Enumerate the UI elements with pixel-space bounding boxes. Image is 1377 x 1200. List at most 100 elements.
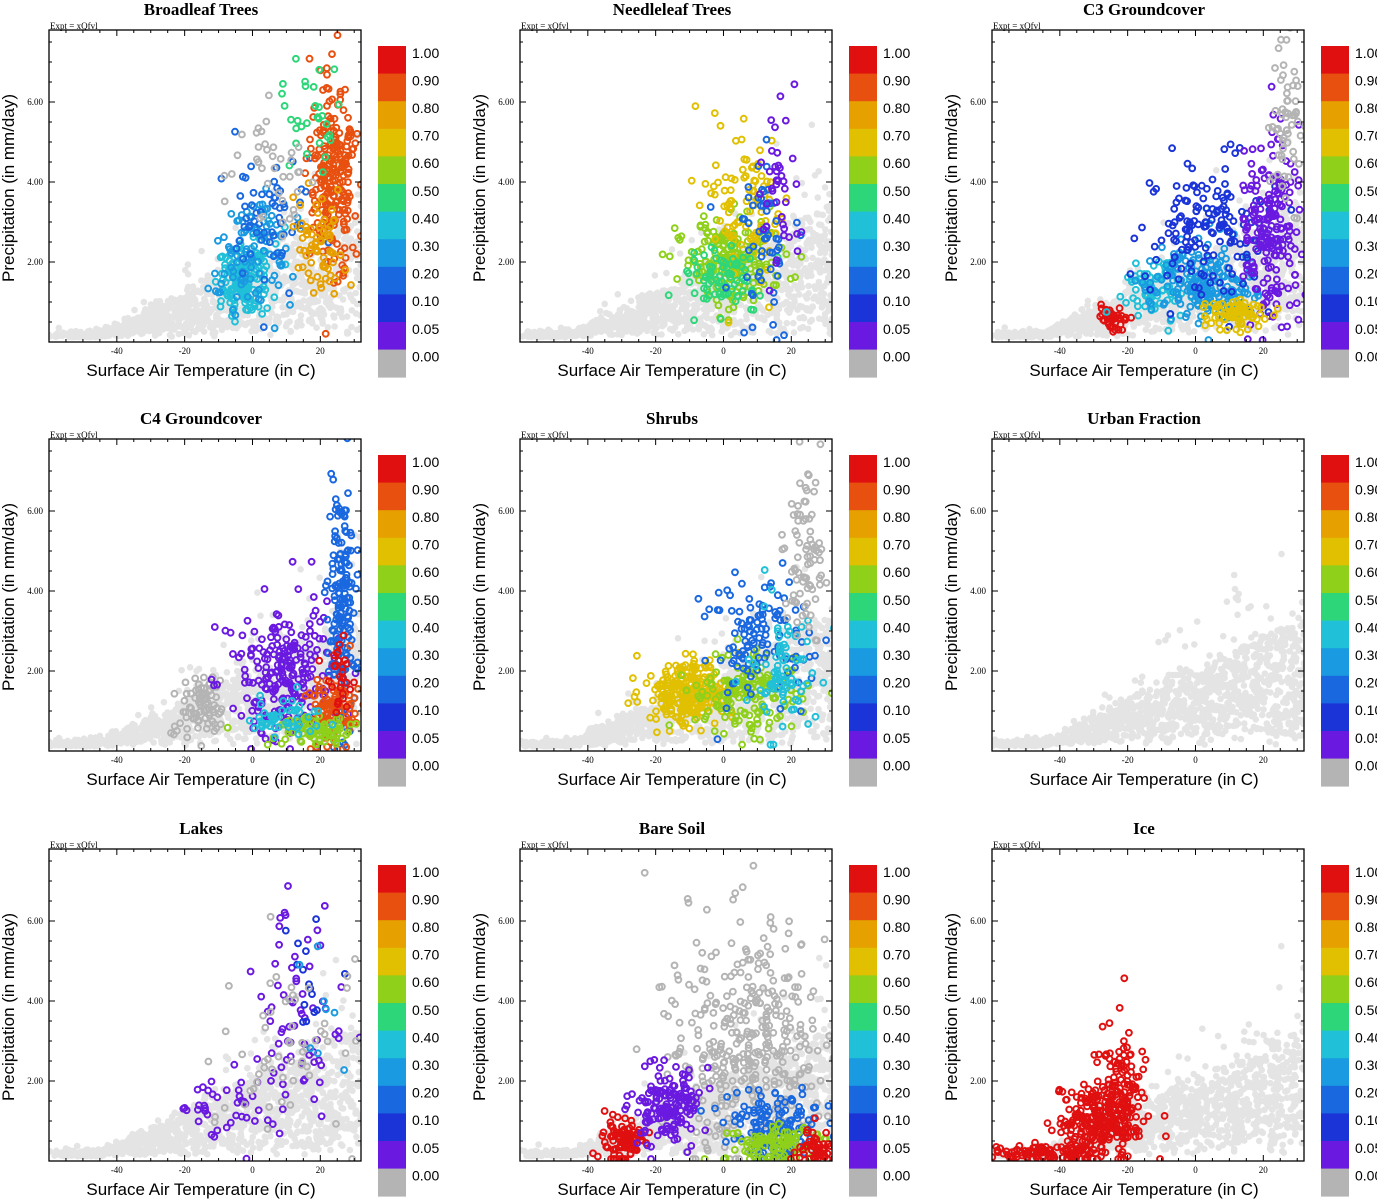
data-point [290,211,299,219]
data-point [292,54,300,63]
colorbar-label: 0.80 [412,100,439,116]
background-point [727,331,735,339]
data-point [333,31,342,40]
colorbar-swatch [378,101,406,130]
data-point [337,163,346,172]
data-point [779,220,787,229]
data-point [700,251,708,260]
data-point [231,127,239,136]
data-point [217,279,226,288]
background-point [789,262,797,269]
data-point [278,218,287,227]
background-point [557,324,565,332]
colorbar-swatch [849,239,877,268]
colorbar-swatch [849,322,877,350]
data-point [357,232,361,241]
background-point [1073,316,1080,324]
background-point [1298,308,1304,315]
data-point [220,233,228,242]
data-point [315,139,324,147]
data-point [262,117,271,126]
background-point [98,329,106,336]
background-point [683,325,691,333]
background-point [1300,223,1304,231]
background-point [272,317,280,325]
background-point [638,326,645,334]
background-point [1125,286,1132,293]
background-point [1052,325,1059,332]
background-point [1284,313,1292,321]
data-point [306,276,315,285]
data-point [340,226,349,235]
data-point [782,194,791,203]
colorbar-label: 0.00 [883,348,910,364]
data-point [334,100,343,109]
data-point [255,269,264,278]
data-point [793,247,802,256]
points-layer [49,31,361,341]
data-point [772,198,781,207]
data-point [746,207,754,216]
data-point [744,183,753,191]
background-point [795,291,803,298]
data-point [797,252,806,261]
data-point [756,146,764,155]
data-point [714,282,723,291]
colorbar-label: 0.80 [883,100,910,116]
background-point [809,229,817,237]
background-point [166,331,174,339]
data-point [341,151,349,160]
background-point [195,324,202,332]
data-point [329,258,337,267]
data-point [285,172,294,181]
data-point [737,240,746,249]
background-point [767,328,774,336]
data-point [242,214,251,223]
background-point [606,324,613,332]
background-point [151,322,158,330]
background-point [783,319,791,327]
background-point [807,268,814,275]
data-point [343,137,352,145]
data-point [772,336,781,342]
data-point [270,293,279,302]
data-point [790,80,799,89]
colorbar-label: 0.40 [412,210,439,226]
data-point [690,256,699,265]
background-point [826,329,832,337]
data-point [701,220,710,229]
background-point [267,331,274,339]
background-point [339,296,347,303]
colorbar-label: 0.60 [412,155,439,171]
colorbar-swatch [849,156,877,185]
background-point [708,331,716,339]
background-point [353,326,361,334]
background-point [821,184,829,191]
data-point [263,179,272,188]
background-point [635,321,642,329]
data-point [748,323,757,332]
background-point [158,319,165,327]
data-point [709,227,718,236]
background-point [1085,307,1093,315]
colorbar-label: 0.30 [412,238,439,254]
background-point [652,290,660,298]
data-point [308,178,317,187]
background-point [1089,316,1096,324]
background-point [796,282,804,289]
background-point [305,317,313,325]
background-point [287,327,294,335]
data-point [268,228,276,237]
data-point [233,151,242,160]
background-point [821,231,829,239]
data-point [693,263,702,272]
data-point [235,237,244,245]
data-point [743,207,751,216]
data-point [239,254,248,263]
data-point [270,164,279,173]
data-point [238,269,247,278]
background-point [822,237,830,245]
background-point [353,238,361,245]
background-point [294,319,301,326]
